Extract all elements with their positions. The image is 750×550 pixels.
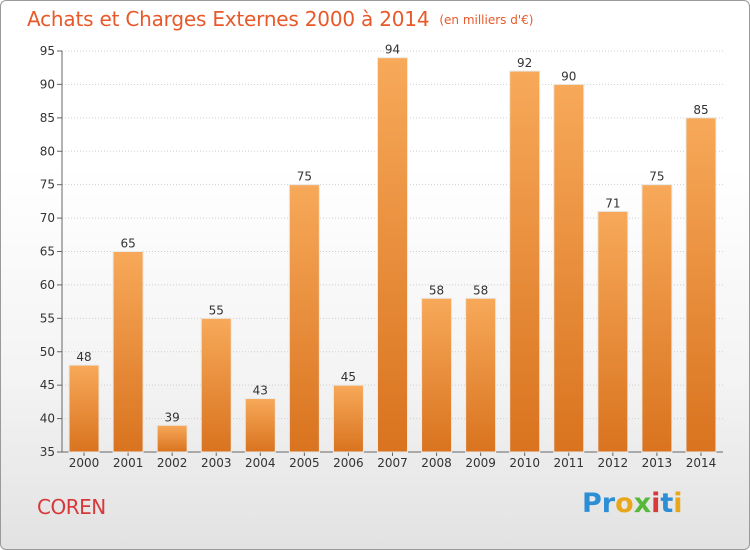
x-tick-label: 2003 (201, 456, 232, 470)
bar (641, 184, 673, 453)
value-labels: 48 65 39 55 43 75 45 94 58 58 92 90 71 75 85 (76, 43, 708, 425)
x-tick-label: 2011 (553, 456, 584, 470)
bar (509, 70, 541, 453)
y-tick-label: 45 (40, 378, 55, 392)
bar-value-label: 55 (209, 303, 224, 317)
bar (553, 83, 585, 453)
bar-value-label: 75 (649, 170, 664, 184)
bar-value-label: 45 (341, 370, 356, 384)
x-tick-label: 2000 (69, 456, 100, 470)
y-tick-label: 35 (40, 445, 55, 459)
x-tick-label: 2013 (642, 456, 673, 470)
x-tick-label: 2012 (598, 456, 629, 470)
bar-value-label: 39 (165, 410, 180, 424)
y-tick-label: 80 (40, 144, 55, 158)
bar (377, 57, 408, 453)
bar (597, 210, 629, 453)
bar-value-label: 58 (429, 283, 444, 297)
bar-value-label: 75 (297, 170, 312, 184)
logo-letter: i (651, 488, 661, 519)
x-tick-label: 2005 (289, 456, 320, 470)
commune-name: COREN (37, 495, 106, 519)
y-tick-label: 70 (40, 211, 55, 225)
x-tick-label: 2009 (465, 456, 496, 470)
bar-value-label: 48 (76, 350, 91, 364)
bar-value-label: 43 (253, 384, 268, 398)
bar (421, 297, 453, 453)
bar (288, 184, 320, 453)
x-tick-label: 2014 (686, 456, 717, 470)
bar-value-label: 58 (473, 283, 488, 297)
proxiti-logo: Proxiti (582, 488, 683, 519)
logo-letter: r (601, 488, 616, 519)
bar (200, 317, 232, 453)
x-tick-label: 2008 (421, 456, 452, 470)
bar-value-label: 65 (120, 237, 135, 251)
y-tick-label: 95 (40, 44, 55, 58)
y-tick-label: 40 (40, 412, 55, 426)
y-tick-label: 50 (40, 345, 55, 359)
bar-value-label: 94 (385, 43, 400, 57)
bar-value-label: 85 (693, 103, 708, 117)
x-tick-label: 2004 (245, 456, 276, 470)
bar (68, 364, 100, 453)
bar-value-label: 90 (561, 69, 576, 83)
logo-letter: i (673, 488, 683, 519)
bar (244, 398, 276, 453)
y-tick-label: 55 (40, 311, 55, 325)
y-tick-label: 75 (40, 178, 55, 192)
bar (112, 251, 144, 453)
logo-letter: t (660, 488, 674, 519)
x-tick-label: 2007 (377, 456, 408, 470)
logo-letter: P (582, 488, 602, 519)
y-tick-label: 90 (40, 77, 55, 91)
x-tick-label: 2010 (509, 456, 540, 470)
logo-letter: x (633, 488, 652, 519)
logo-letter: o (615, 488, 634, 519)
tick-labels: 35 40 45 50 55 60 65 70 75 80 85 90 95 2000 2001 2002 20… (40, 44, 717, 470)
x-tick-label: 2006 (333, 456, 364, 470)
bar (156, 424, 188, 453)
bar (332, 384, 364, 453)
chart-title: Achats et Charges Externes 2000 à 2014 (e… (27, 7, 533, 31)
bar-value-label: 71 (605, 196, 620, 210)
chart-unit-note: (en milliers d'€) (439, 13, 534, 27)
chart-title-text: Achats et Charges Externes 2000 à 2014 (27, 7, 430, 31)
bar (465, 297, 497, 453)
bars (68, 57, 717, 453)
x-tick-label: 2002 (157, 456, 188, 470)
y-tick-label: 65 (40, 245, 55, 259)
y-tick-label: 85 (40, 111, 55, 125)
y-tick-label: 60 (40, 278, 55, 292)
bar (685, 117, 717, 453)
x-tick-label: 2001 (113, 456, 144, 470)
bar-value-label: 92 (517, 56, 532, 70)
